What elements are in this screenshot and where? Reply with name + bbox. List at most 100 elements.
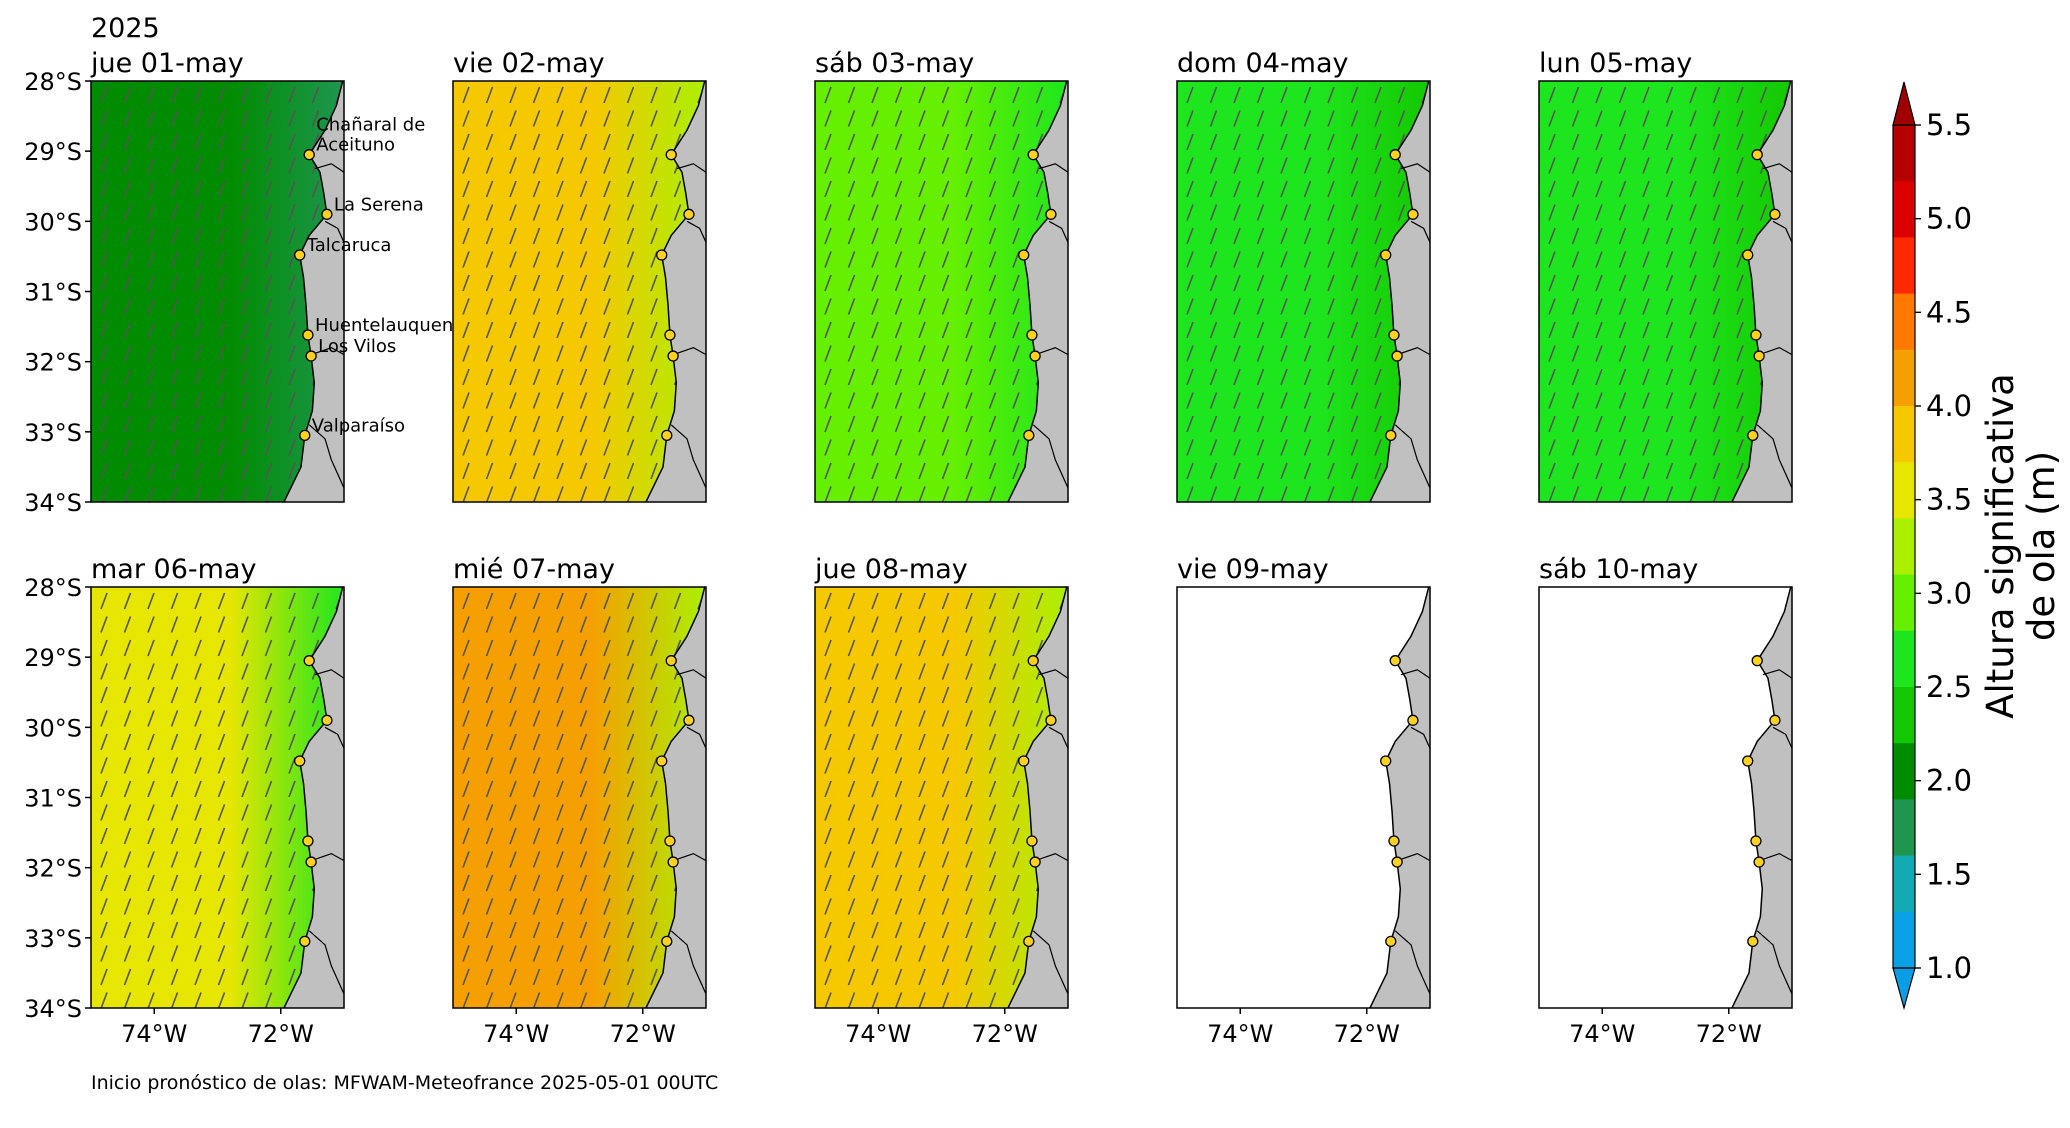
wave-arrow	[288, 639, 296, 657]
wave-arrow	[1689, 345, 1697, 362]
wave-arrow	[1595, 110, 1603, 127]
wave-arrow	[123, 757, 132, 774]
wave-arrow	[603, 133, 611, 151]
wave-arrow	[1374, 392, 1382, 409]
wave-arrow	[1689, 274, 1697, 292]
wave-arrow	[1012, 592, 1020, 610]
wave-arrow	[1280, 462, 1288, 480]
wave-arrow	[1642, 157, 1650, 174]
wave-arrow	[1035, 180, 1044, 198]
wave-arrow	[100, 345, 108, 362]
lat-tick-label: 32°S	[24, 855, 82, 883]
wave-arrow	[532, 392, 541, 409]
wave-arrow	[1712, 415, 1721, 433]
wave-arrow	[532, 733, 541, 751]
wave-arrow	[965, 827, 973, 845]
lat-tick-label: 31°S	[24, 785, 82, 813]
wave-arrow	[626, 462, 635, 480]
location-marker	[1018, 755, 1030, 767]
wave-arrow	[1571, 439, 1580, 456]
wave-arrow	[485, 345, 494, 362]
wave-arrow	[170, 686, 179, 704]
wave-arrow	[941, 639, 950, 657]
wave-arrow	[532, 804, 541, 821]
wave-arrow	[170, 592, 179, 610]
wave-arrow	[988, 462, 997, 480]
wave-arrow	[1012, 274, 1020, 292]
wave-arrow	[988, 486, 997, 502]
wave-arrow	[1186, 321, 1194, 339]
wave-arrow	[147, 133, 155, 151]
region-border	[1400, 669, 1430, 679]
wave-arrow	[626, 486, 635, 502]
colorbar-segment	[1893, 293, 1915, 351]
wave-arrow	[650, 110, 658, 127]
location-marker	[1385, 935, 1397, 947]
wave-arrow	[147, 368, 155, 386]
wave-arrow	[1618, 486, 1627, 502]
wave-arrow	[264, 945, 273, 962]
wave-arrow	[579, 157, 588, 174]
wave-arrow	[462, 780, 470, 798]
wave-arrow	[918, 804, 926, 821]
wave-arrow	[194, 780, 202, 798]
wave-arrow	[824, 439, 832, 456]
wave-arrow	[1595, 251, 1603, 268]
wave-arrow	[988, 639, 997, 657]
wave-arrow	[1548, 110, 1556, 127]
wave-arrow	[123, 180, 132, 198]
wave-arrow	[311, 616, 320, 633]
wave-arrow	[170, 968, 179, 986]
wave-arrow	[871, 827, 879, 845]
wave-arrow	[1233, 133, 1241, 151]
wave-arrow	[288, 780, 296, 798]
location-marker	[1769, 714, 1781, 726]
wave-arrow	[1012, 874, 1020, 892]
wave-arrow	[1595, 415, 1603, 433]
wave-arrow	[1712, 392, 1721, 409]
wave-arrow	[579, 710, 588, 727]
wave-arrow	[147, 180, 155, 198]
wave-arrow	[532, 874, 541, 892]
panel-title: mar 06-may	[91, 554, 256, 585]
wave-arrow	[147, 439, 155, 456]
wave-arrow	[123, 639, 132, 657]
wave-arrow	[965, 345, 973, 362]
wave-arrow	[1012, 898, 1020, 915]
wave-arrow	[288, 204, 296, 221]
wave-arrow	[147, 321, 155, 339]
location-marker	[1391, 856, 1403, 868]
wave-arrow	[1035, 110, 1044, 127]
wave-arrow	[1548, 227, 1556, 245]
wave-arrow	[1618, 133, 1627, 151]
wave-arrow	[123, 86, 132, 104]
wave-arrow	[556, 898, 564, 915]
wave-arrow	[1665, 368, 1674, 386]
wave-arrow	[894, 439, 903, 456]
wave-arrow	[1327, 204, 1335, 221]
wave-arrow	[462, 733, 470, 751]
wave-arrow	[123, 968, 132, 986]
wave-arrow	[241, 227, 249, 245]
wave-arrow	[871, 133, 879, 151]
wave-arrow	[650, 757, 658, 774]
wave-arrow	[1327, 86, 1335, 104]
wave-arrow	[288, 227, 296, 245]
wave-arrow	[1256, 157, 1265, 174]
wave-arrow	[194, 251, 202, 268]
wave-arrow	[288, 945, 296, 962]
wave-arrow	[579, 663, 588, 680]
wave-arrow	[170, 180, 179, 198]
wave-arrow	[965, 157, 973, 174]
wave-arrow	[1618, 368, 1627, 386]
wave-arrow	[603, 851, 611, 868]
location-marker	[656, 755, 668, 767]
wave-arrow	[1689, 204, 1697, 221]
wave-arrow	[462, 415, 470, 433]
region-border	[1394, 424, 1430, 489]
wave-arrow	[123, 616, 132, 633]
wave-arrow	[1256, 415, 1265, 433]
wave-arrow	[824, 321, 832, 339]
colorbar-tick-label: 3.5	[1926, 483, 1972, 517]
wave-arrow	[1374, 180, 1382, 198]
